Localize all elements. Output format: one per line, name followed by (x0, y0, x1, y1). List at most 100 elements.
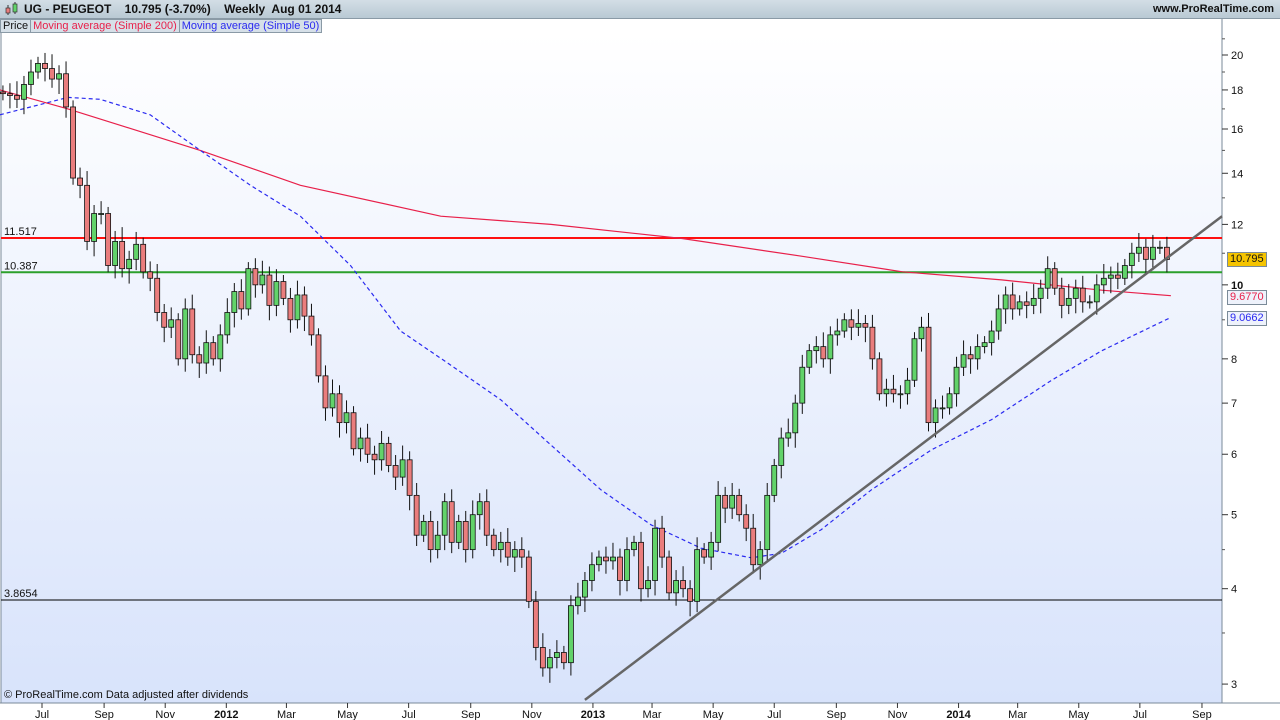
candle-body (511, 549, 518, 558)
candle-down (77, 167, 83, 199)
candle-down (413, 483, 420, 546)
candle-down (687, 580, 693, 617)
candle-up (806, 344, 813, 374)
candle-up (182, 298, 189, 372)
candle-body (35, 62, 41, 73)
candle-body (806, 350, 813, 368)
candle-up (98, 201, 105, 225)
candle-up (294, 280, 301, 329)
candle-body (624, 549, 630, 581)
trendline[interactable] (584, 215, 1223, 701)
candle-body (701, 549, 708, 558)
candle-body (841, 319, 848, 332)
candle-body (567, 605, 574, 664)
candle-up (694, 537, 701, 613)
candle-down (392, 455, 399, 490)
candle-body (883, 388, 890, 395)
candle-body (1009, 294, 1016, 310)
candle-down (701, 543, 708, 564)
candle-down (525, 550, 532, 609)
y-tick-label: 16 (1231, 124, 1243, 136)
candle-down (666, 550, 672, 600)
candle-body (1149, 246, 1156, 260)
legend: Price Moving average (Simple 200) Moving… (0, 19, 323, 33)
candle-up (911, 332, 918, 387)
candle-up (91, 205, 97, 257)
candle-body (105, 213, 112, 266)
candle-down (385, 436, 392, 473)
candle-up (729, 483, 736, 519)
x-axis: Jul Sep Nov 2012 Mar May Jul Sep Nov 2013 Mar May Ju… (35, 703, 1212, 720)
candle-body (869, 326, 876, 360)
candle-body (897, 393, 904, 396)
legend-price[interactable]: Price (0, 19, 32, 33)
candle-body (1023, 301, 1030, 306)
candle-body (490, 534, 497, 551)
sma50-line (0, 96, 1172, 559)
legend-sma50[interactable]: Moving average (Simple 50) (178, 19, 323, 33)
candle-body (259, 274, 266, 286)
candle-down (539, 633, 546, 677)
candle-up (652, 519, 658, 596)
candle-up (582, 571, 588, 613)
trendline-group[interactable] (584, 215, 1223, 701)
candle-down (925, 312, 932, 432)
candle-up (231, 283, 238, 328)
candle-up (133, 231, 140, 271)
candle-down (350, 406, 357, 456)
y-tick-label: 3 (1231, 679, 1237, 691)
candle-body (694, 549, 701, 602)
y-tick-label: 20 (1231, 50, 1243, 62)
candle-down (406, 451, 413, 511)
candle-body (1058, 287, 1065, 306)
candle-body (1156, 246, 1163, 249)
candle-up (553, 640, 560, 669)
candle-down (70, 100, 76, 185)
candle-down (238, 279, 245, 320)
candle-body (364, 437, 371, 455)
candle-body (161, 312, 168, 328)
candle-body (939, 407, 946, 410)
candle-down (371, 445, 378, 475)
candle-body (1114, 274, 1121, 279)
candle-up (224, 298, 231, 344)
candle-body (1051, 268, 1058, 289)
website-link[interactable]: www.ProRealTime.com (1152, 3, 1274, 15)
candle-up (904, 367, 911, 405)
candle-down (560, 645, 567, 670)
candle-body (729, 494, 736, 509)
legend-sma200[interactable]: Moving average (Simple 200) (30, 19, 180, 33)
candle-down (848, 309, 855, 341)
candle-body (1121, 265, 1128, 279)
candle-body (119, 240, 126, 270)
candle-down (638, 531, 644, 602)
candle-up (455, 514, 462, 550)
candle-body (210, 342, 217, 360)
y-tick-label: 4 (1231, 584, 1237, 596)
candle-body (287, 297, 294, 321)
candle-up (757, 541, 764, 580)
sma200-line (0, 89, 1171, 297)
candle-up (126, 250, 133, 284)
candle-body (862, 323, 869, 328)
candle-up (441, 493, 448, 551)
candlestick-icon (5, 2, 18, 15)
candle-down (1051, 262, 1058, 295)
candle-body (560, 652, 567, 664)
x-tick-label: May (1068, 709, 1089, 720)
candle-body (687, 588, 693, 602)
candle-down (1009, 282, 1016, 320)
candle-body (539, 647, 546, 669)
candle-up (168, 307, 175, 339)
candle-down (890, 374, 897, 403)
candle-body (392, 465, 399, 478)
candle-up (939, 395, 946, 419)
candle-body (960, 354, 967, 368)
candle-body (778, 437, 785, 466)
candle-down (448, 489, 455, 554)
candle-body (112, 240, 119, 266)
footer-note: © ProRealTime.com Data adjusted after di… (4, 689, 249, 701)
candle-body (217, 334, 224, 360)
moving-averages (0, 89, 1172, 559)
